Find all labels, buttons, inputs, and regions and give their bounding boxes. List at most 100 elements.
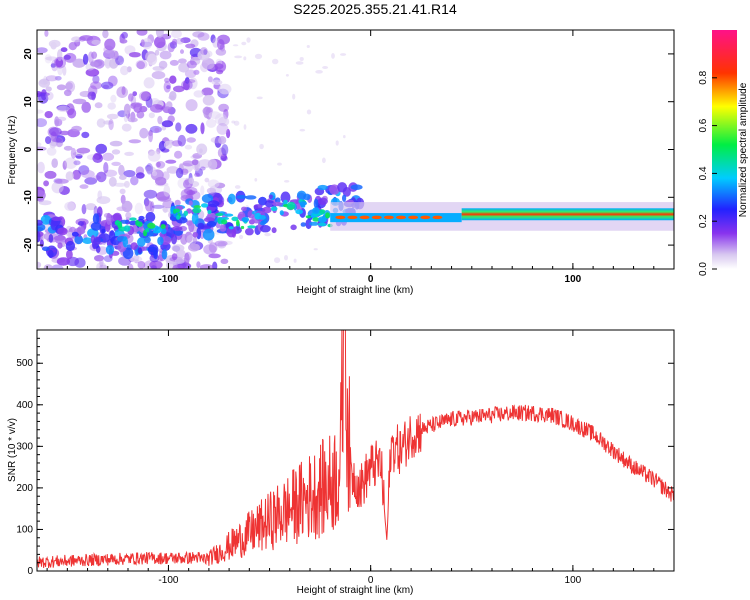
noise-blob	[139, 127, 149, 139]
noise-blob	[136, 30, 148, 36]
noise-blob	[155, 104, 162, 110]
noise-blob	[243, 56, 247, 61]
noise-blob	[239, 234, 244, 240]
noise-blob	[274, 257, 281, 264]
colorbar-tick-label: 0.0	[698, 262, 709, 276]
ridge-hotspot	[241, 217, 250, 223]
noise-blob	[121, 31, 128, 39]
noise-blob	[180, 188, 194, 200]
noise-blob	[132, 91, 137, 97]
noise-blob	[81, 204, 87, 215]
noise-blob	[335, 140, 339, 146]
ridge-blob	[41, 246, 50, 252]
noise-blob	[143, 77, 155, 89]
noise-blob	[164, 77, 170, 83]
ridge-blob	[202, 228, 215, 241]
ridge-blob	[37, 231, 41, 243]
ridge-hotspot	[123, 225, 131, 232]
noise-blob	[37, 47, 48, 54]
noise-blob	[218, 136, 227, 145]
signal-hotspot	[383, 215, 394, 220]
ridge-blob	[90, 222, 102, 231]
spectrogram-x-axis-label: Height of straight line (km)	[297, 285, 414, 296]
noise-blob	[130, 102, 143, 108]
noise-blob	[55, 137, 64, 148]
noise-blob	[87, 91, 97, 100]
signal-band-segment	[330, 213, 462, 223]
ridge-blob	[74, 234, 83, 245]
noise-blob	[128, 139, 142, 144]
ridge-hotspot	[160, 224, 166, 229]
noise-blob	[284, 255, 288, 261]
signal-hotspot	[371, 215, 382, 220]
noise-blob	[196, 261, 201, 268]
noise-blob	[103, 120, 113, 125]
noise-blob	[306, 45, 310, 48]
noise-blob	[45, 75, 58, 82]
noise-blob	[166, 166, 180, 174]
noise-blob	[37, 161, 45, 174]
noise-blob	[50, 63, 56, 68]
noise-blob	[201, 58, 215, 70]
noise-blob	[202, 94, 215, 106]
noise-blob	[96, 262, 107, 269]
ridge-blob	[48, 234, 54, 243]
ridge-blob	[262, 206, 272, 214]
noise-blob	[91, 51, 98, 59]
ridge-blob	[258, 196, 267, 206]
noise-blob	[67, 231, 73, 238]
noise-blob	[96, 171, 107, 183]
noise-blob	[37, 118, 47, 128]
noise-blob	[67, 108, 77, 119]
ridge-blob	[317, 184, 328, 191]
spectrogram-blobs	[37, 30, 674, 269]
noise-blob	[101, 81, 114, 90]
ridge-blob	[260, 225, 271, 233]
ridge-hotspot	[224, 213, 234, 217]
signal-hotspot	[408, 215, 419, 220]
noise-blob	[110, 94, 117, 103]
spectrogram-y-ticks: -20 -10 0 10 20	[23, 48, 674, 252]
noise-blob	[246, 37, 251, 43]
noise-blob	[94, 102, 103, 109]
ridge-blob	[305, 218, 312, 230]
x-tick-label: -100	[158, 274, 178, 285]
ridge-blob	[171, 233, 177, 245]
noise-blob	[119, 188, 126, 195]
noise-blob	[151, 204, 165, 209]
noise-blob	[97, 190, 103, 200]
noise-blob	[127, 263, 134, 269]
noise-blob	[51, 264, 64, 269]
x-tick-label: 0	[368, 575, 374, 586]
noise-blob	[140, 39, 145, 47]
noise-blob	[171, 244, 185, 252]
noise-blob	[292, 93, 296, 100]
noise-blob	[211, 79, 223, 86]
ridge-hotspot	[136, 221, 143, 227]
x-tick-label: 100	[565, 575, 582, 586]
ridge-blob	[153, 249, 158, 260]
noise-blob	[70, 147, 77, 159]
ridge-blob	[303, 193, 311, 201]
noise-blob	[45, 86, 52, 92]
noise-blob	[119, 39, 128, 44]
noise-blob	[181, 79, 193, 91]
ridge-hotspot	[299, 201, 307, 206]
noise-blob	[207, 179, 220, 189]
noise-blob	[174, 199, 181, 206]
noise-blob	[221, 144, 229, 156]
ridge-blob	[109, 230, 116, 242]
noise-blob	[199, 264, 214, 269]
noise-blob	[154, 36, 166, 49]
spectrogram-x-ticks: -100 0 100	[46, 30, 675, 285]
noise-blob	[84, 177, 98, 185]
ridge-hotspot	[221, 219, 228, 225]
signal-band	[461, 208, 674, 221]
noise-blob	[155, 161, 166, 169]
noise-blob	[54, 56, 66, 69]
noise-blob	[125, 212, 132, 219]
x-tick-label: 0	[368, 274, 374, 285]
ridge-blob	[245, 228, 254, 236]
colorbar: 0.0 0.2 0.4 0.6 0.8 Normalized spectral ampl…	[698, 30, 749, 276]
snr-frame	[36, 329, 675, 572]
